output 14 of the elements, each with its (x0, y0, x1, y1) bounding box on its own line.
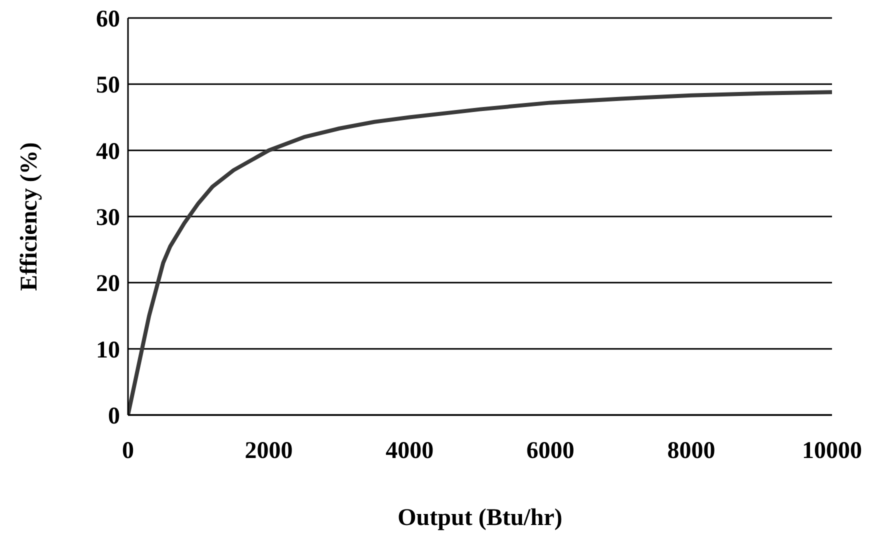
y-axis-title: Efficiency (%) (16, 142, 43, 291)
y-tick-label: 30 (96, 205, 120, 232)
y-tick-label: 20 (96, 271, 120, 298)
y-tick-label: 10 (96, 337, 120, 364)
y-tick-label: 60 (96, 6, 120, 33)
y-tick-label: 40 (96, 138, 120, 165)
y-tick-label: 50 (96, 72, 120, 99)
x-tick-label: 10000 (802, 438, 862, 464)
x-axis-title: Output (Btu/hr) (398, 505, 562, 531)
x-tick-label: 6000 (526, 438, 574, 464)
x-tick-label: 8000 (667, 438, 716, 464)
x-tick-label: 4000 (386, 438, 434, 464)
x-tick-label: 2000 (244, 438, 293, 464)
y-tick-label: 0 (108, 404, 120, 430)
